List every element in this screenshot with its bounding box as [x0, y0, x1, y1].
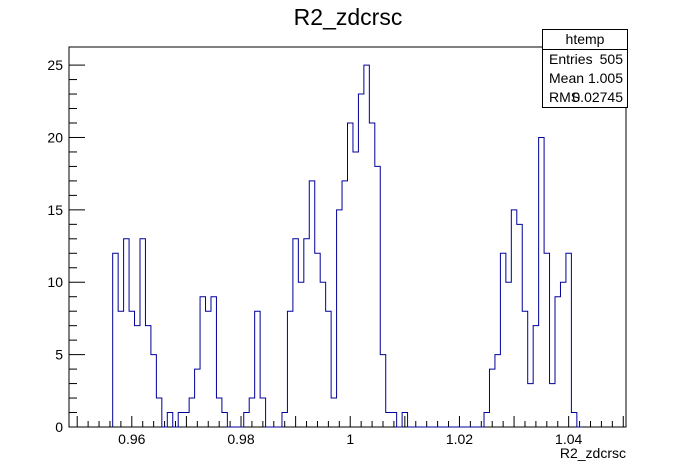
x-tick-label: 0.96: [118, 431, 145, 447]
stats-label: Entries: [549, 51, 593, 67]
stats-value: 505: [599, 51, 623, 67]
plot-frame: [68, 46, 627, 428]
stats-box-title: htemp: [543, 30, 627, 50]
y-tick-label: 15: [47, 202, 63, 218]
stats-row-entries: Entries 505: [543, 50, 627, 69]
histogram-series-line: [112, 64, 583, 428]
x-tick-label: 0.98: [227, 431, 254, 447]
y-tick-label: 10: [47, 274, 63, 290]
stats-box: htemp Entries 505 Mean 1.005 RMS 0.02745: [542, 29, 628, 108]
chart-title: R2_zdcrsc: [293, 4, 403, 30]
x-axis-label: R2_zdcrsc: [560, 445, 626, 461]
y-tick-label: 20: [47, 129, 63, 145]
x-tick-label: 1: [346, 431, 354, 447]
y-tick-label: 0: [55, 419, 63, 435]
y-tick-label: 5: [55, 347, 63, 363]
x-axis: 0.96 0.98 1 1.02 1.04: [76, 416, 624, 447]
x-tick-label: 1.04: [555, 431, 582, 447]
stats-value: 0.02745: [572, 89, 623, 105]
y-tick-label: 25: [47, 57, 63, 73]
y-axis: 0 5 10 15 20 25: [47, 57, 85, 435]
stats-row-rms: RMS 0.02745: [543, 88, 627, 107]
x-tick-label: 1.02: [446, 431, 473, 447]
stats-label: Mean: [549, 70, 585, 86]
stats-value: 1.005: [587, 70, 623, 86]
stats-label: RMS: [549, 89, 581, 105]
stats-row-mean: Mean 1.005: [543, 69, 627, 88]
